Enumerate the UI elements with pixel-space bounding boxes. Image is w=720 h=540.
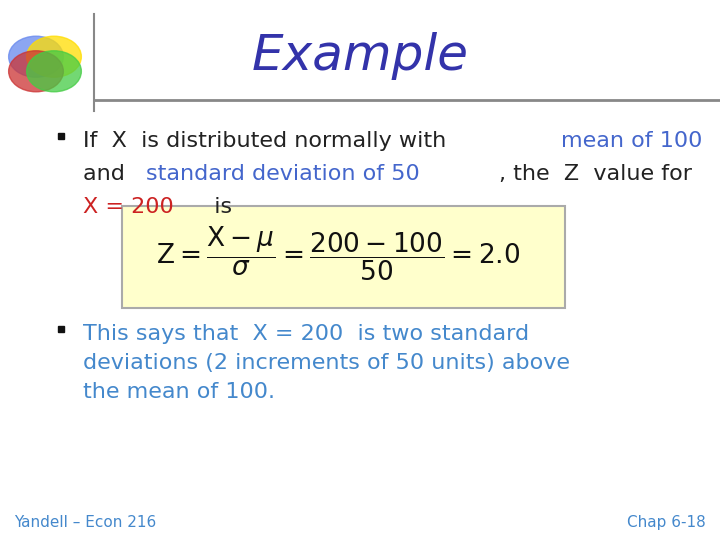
- FancyBboxPatch shape: [122, 206, 565, 308]
- Text: This says that  X = 200  is two standard
deviations (2 increments of 50 units) a: This says that X = 200 is two standard d…: [83, 324, 570, 402]
- Circle shape: [27, 51, 81, 92]
- Circle shape: [9, 51, 63, 92]
- Text: Yandell – Econ 216: Yandell – Econ 216: [14, 515, 157, 530]
- Text: is: is: [200, 197, 232, 217]
- Text: If  X  is distributed normally with: If X is distributed normally with: [83, 131, 453, 151]
- Text: $\mathregular{Z} = \dfrac{\mathregular{X} - \mu}{\sigma} = \dfrac{200 - 100}{50}: $\mathregular{Z} = \dfrac{\mathregular{X…: [156, 225, 521, 284]
- Circle shape: [9, 36, 63, 77]
- Text: and: and: [83, 164, 132, 184]
- Text: Example: Example: [251, 32, 469, 80]
- Text: , the  Z  value for: , the Z value for: [499, 164, 692, 184]
- Text: mean of 100: mean of 100: [561, 131, 702, 151]
- Text: Chap 6-18: Chap 6-18: [627, 515, 706, 530]
- Text: standard deviation of 50: standard deviation of 50: [146, 164, 420, 184]
- Circle shape: [27, 36, 81, 77]
- Text: X = 200: X = 200: [83, 197, 174, 217]
